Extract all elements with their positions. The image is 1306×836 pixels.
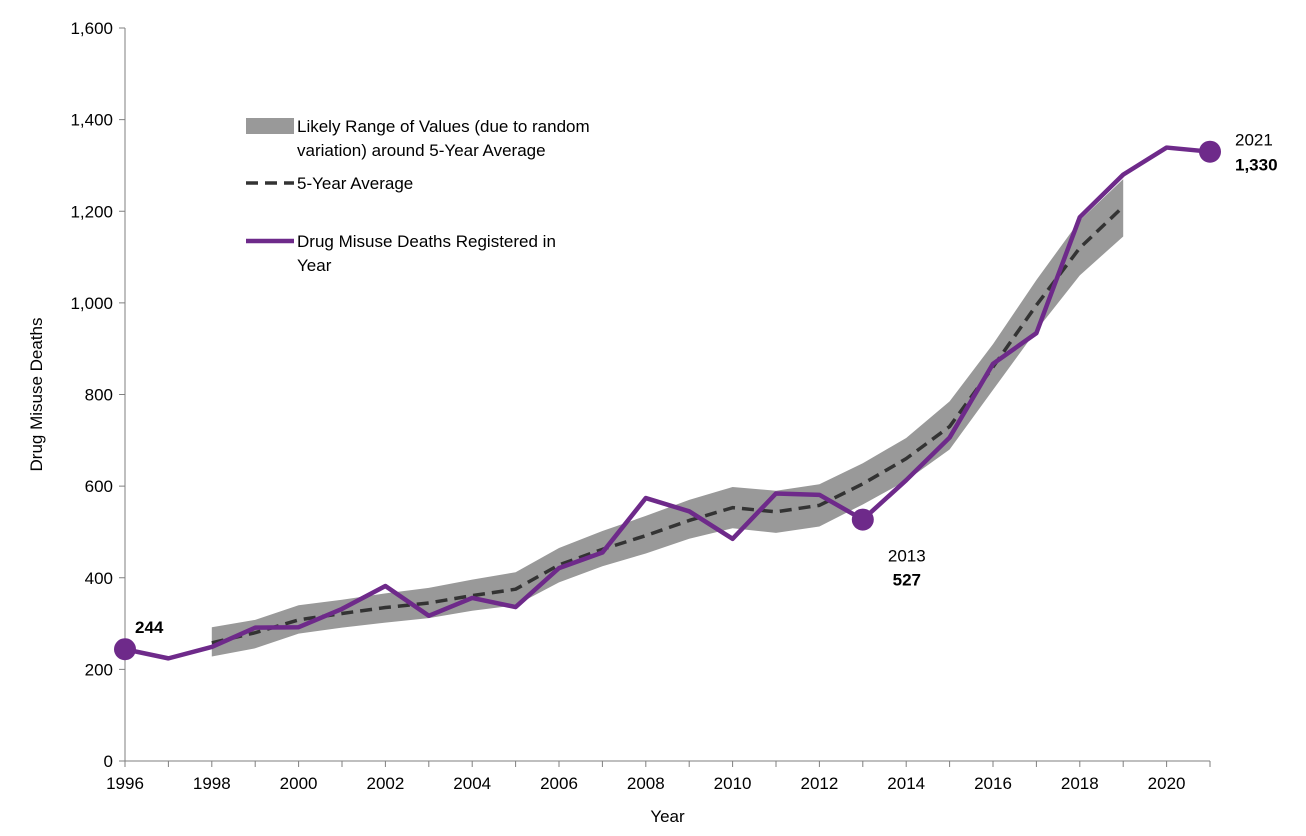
deaths-point-2009 (687, 509, 691, 513)
annotation-value-2013: 527 (893, 571, 921, 590)
highlight-markers (114, 140, 1221, 661)
y-tick-label-400: 400 (85, 569, 113, 588)
y-tick-label-0: 0 (104, 752, 113, 771)
deaths-point-2005 (514, 605, 518, 609)
deaths-point-2008 (644, 496, 648, 500)
deaths-point-2003 (427, 614, 431, 618)
x-tick-label-2002: 2002 (366, 774, 404, 793)
y-tick-label-200: 200 (85, 660, 113, 679)
deaths-point-2017 (1034, 331, 1038, 335)
five-year-average-line (211, 205, 1125, 645)
y-tick-label-1400: 1,400 (70, 111, 113, 130)
deaths-point-2014 (904, 478, 908, 482)
annotation-value-2021: 1,330 (1235, 156, 1278, 175)
deaths-point-1997 (166, 656, 170, 660)
x-axis-title: Year (650, 807, 685, 826)
legend-entry-3: Drug Misuse Deaths Registered in Year (246, 232, 556, 275)
annotation-year-2013: 2013 (888, 547, 926, 566)
y-tick-label-600: 600 (85, 477, 113, 496)
x-tick-label-1998: 1998 (193, 774, 231, 793)
annotations: 244 2013 527 2021 1,330 (135, 131, 1278, 638)
deaths-point-2002 (383, 584, 387, 588)
highlight-marker-2013 (851, 508, 874, 531)
five-year-average-layer (211, 205, 1125, 645)
legend-label-line-1: Likely Range of Values (due to random (297, 117, 590, 136)
legend-swatch-band (246, 118, 294, 134)
x-tick-label-2018: 2018 (1061, 774, 1099, 793)
y-tick-label-1200: 1,200 (70, 202, 113, 221)
likely-range-band-layer (211, 179, 1124, 657)
deaths-point-2004 (470, 596, 474, 600)
x-tick-label-2006: 2006 (540, 774, 578, 793)
deaths-point-2020 (1165, 146, 1169, 150)
axes: 0 200 400 600 800 1,000 1,200 1,400 1,600 1996 199… (70, 19, 1211, 793)
x-tick-label-2000: 2000 (280, 774, 318, 793)
likely-range-band (211, 179, 1124, 657)
deaths-registered-line (122, 145, 1213, 661)
x-tick-label-2012: 2012 (800, 774, 838, 793)
x-tick-label-2004: 2004 (453, 774, 491, 793)
legend-label-line-2: variation) around 5-Year Average (297, 141, 546, 160)
y-tick-label-1000: 1,000 (70, 294, 113, 313)
highlight-marker-2021 (1199, 140, 1221, 163)
deaths-point-2000 (297, 625, 301, 629)
x-tick-label-2014: 2014 (887, 774, 925, 793)
legend-label-line-1: Drug Misuse Deaths Registered in (297, 232, 556, 251)
deaths-point-2006 (557, 566, 561, 570)
x-tick-label-2016: 2016 (974, 774, 1012, 793)
x-tick-label-2010: 2010 (714, 774, 752, 793)
x-tick-label-2008: 2008 (627, 774, 665, 793)
deaths-point-2016 (991, 362, 995, 366)
highlight-marker-1996 (114, 638, 136, 661)
deaths-point-2010 (731, 537, 735, 541)
annotation-year-2021: 2021 (1235, 131, 1273, 150)
y-tick-label-1600: 1,600 (70, 19, 113, 38)
legend-label-line-1: 5-Year Average (297, 174, 413, 193)
x-tick-label-1996: 1996 (106, 774, 144, 793)
deaths-line-layer (122, 145, 1213, 661)
deaths-point-2001 (340, 607, 344, 611)
x-tick-label-2020: 2020 (1148, 774, 1186, 793)
deaths-point-2019 (1121, 173, 1125, 177)
legend-entry-2: 5-Year Average (246, 174, 413, 193)
deaths-point-2007 (600, 551, 604, 555)
deaths-point-2015 (948, 436, 952, 440)
deaths-point-2012 (817, 493, 821, 497)
y-axis-title: Drug Misuse Deaths (27, 317, 46, 471)
legend: Likely Range of Values (due to random var… (246, 117, 590, 275)
legend-entry-1: Likely Range of Values (due to random var… (246, 117, 590, 160)
deaths-point-1998 (210, 645, 214, 649)
annotation-value-1996: 244 (135, 618, 164, 637)
legend-label-line-2: Year (297, 256, 332, 275)
y-tick-label-800: 800 (85, 386, 113, 405)
deaths-point-1999 (253, 626, 257, 630)
deaths-point-2011 (774, 491, 778, 495)
deaths-point-2018 (1078, 215, 1082, 219)
